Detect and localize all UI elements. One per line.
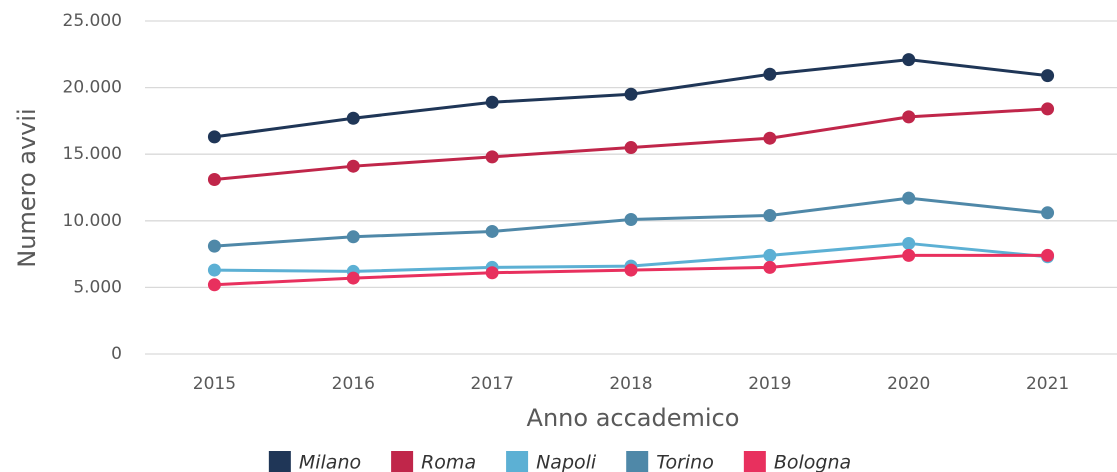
data-point	[624, 141, 638, 155]
data-point	[763, 131, 777, 145]
legend-swatch	[268, 451, 291, 472]
x-axis-title: Anno accademico	[527, 404, 740, 432]
data-point	[1041, 206, 1055, 220]
y-tick-label: 0	[111, 344, 122, 364]
y-tick-label: 10.000	[63, 211, 122, 231]
data-point	[763, 208, 777, 222]
data-point	[902, 248, 916, 262]
legend-label: Napoli	[536, 452, 597, 472]
legend-swatch	[506, 451, 529, 472]
y-tick-label: 15.000	[63, 144, 122, 164]
legend-swatch	[743, 451, 766, 472]
data-point	[207, 130, 221, 144]
y-tick-label: 25.000	[63, 11, 122, 31]
data-point	[624, 212, 638, 226]
x-tick-label: 2020	[887, 374, 930, 394]
data-point	[902, 110, 916, 124]
y-tick-label: 5.000	[73, 277, 122, 297]
data-point	[346, 230, 360, 244]
x-tick-label: 2019	[748, 374, 791, 394]
legend-label: Bologna	[774, 452, 851, 472]
x-tick-label: 2018	[609, 374, 652, 394]
y-tick-label: 20.000	[63, 78, 122, 98]
data-point	[902, 236, 916, 250]
data-point	[624, 87, 638, 101]
legend-label: Roma	[421, 452, 476, 472]
legend-label: Milano	[299, 452, 361, 472]
data-point	[207, 263, 221, 277]
x-tick-label: 2017	[471, 374, 514, 394]
data-point	[207, 239, 221, 253]
data-point	[207, 278, 221, 292]
data-point	[902, 191, 916, 205]
data-point	[485, 95, 499, 109]
data-point	[763, 248, 777, 262]
legend-label: Torino	[656, 452, 714, 472]
data-point	[1041, 69, 1055, 83]
x-tick-label: 2016	[332, 374, 375, 394]
data-point	[1041, 248, 1055, 262]
x-tick-label: 2021	[1026, 374, 1069, 394]
y-axis-title: Numero avvii	[13, 108, 41, 267]
data-point	[346, 271, 360, 285]
x-tick-label: 2015	[193, 374, 236, 394]
data-point	[485, 150, 499, 164]
data-point	[763, 260, 777, 274]
data-point	[902, 53, 916, 67]
data-point	[207, 173, 221, 187]
data-point	[346, 111, 360, 125]
data-point	[624, 263, 638, 277]
data-point	[763, 67, 777, 81]
legend-swatch	[626, 451, 649, 472]
data-point	[485, 266, 499, 280]
data-point	[1041, 102, 1055, 116]
legend-swatch	[391, 451, 414, 472]
data-point	[485, 224, 499, 238]
data-point	[346, 159, 360, 173]
